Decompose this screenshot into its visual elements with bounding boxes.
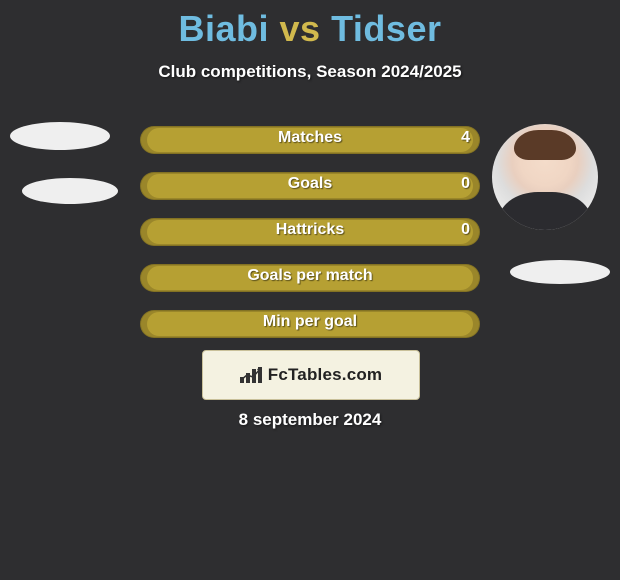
player1-flag-placeholder: [22, 178, 118, 204]
stat-label: Matches: [140, 129, 480, 147]
stat-row: Goals0: [140, 172, 480, 200]
stat-label: Goals per match: [140, 267, 480, 285]
player2-avatar: [492, 124, 598, 230]
stat-value-right: 4: [461, 129, 470, 147]
root: Biabi vs Tidser Club competitions, Seaso…: [0, 0, 620, 580]
stat-label: Goals: [140, 175, 480, 193]
player1-name: Biabi: [179, 8, 270, 49]
subtitle: Club competitions, Season 2024/2025: [0, 62, 620, 82]
stat-row: Hattricks0: [140, 218, 480, 246]
source-badge-text: FcTables.com: [268, 365, 383, 385]
stat-label: Min per goal: [140, 313, 480, 331]
source-badge-content: FcTables.com: [240, 365, 383, 385]
stat-row: Min per goal: [140, 310, 480, 338]
player1-avatar-placeholder: [10, 122, 110, 150]
stat-row: Matches4: [140, 126, 480, 154]
stats-block: Matches4Goals0Hattricks0Goals per matchM…: [140, 126, 480, 356]
player2-flag-placeholder: [510, 260, 610, 284]
stat-value-right: 0: [461, 175, 470, 193]
stat-value-right: 0: [461, 221, 470, 239]
chart-icon: [240, 367, 262, 383]
player2-name: Tidser: [331, 8, 441, 49]
stat-label: Hattricks: [140, 221, 480, 239]
footer-date: 8 september 2024: [0, 410, 620, 430]
source-badge[interactable]: FcTables.com: [202, 350, 420, 400]
title-separator: vs: [280, 8, 321, 49]
stat-row: Goals per match: [140, 264, 480, 292]
page-title: Biabi vs Tidser: [0, 0, 620, 50]
